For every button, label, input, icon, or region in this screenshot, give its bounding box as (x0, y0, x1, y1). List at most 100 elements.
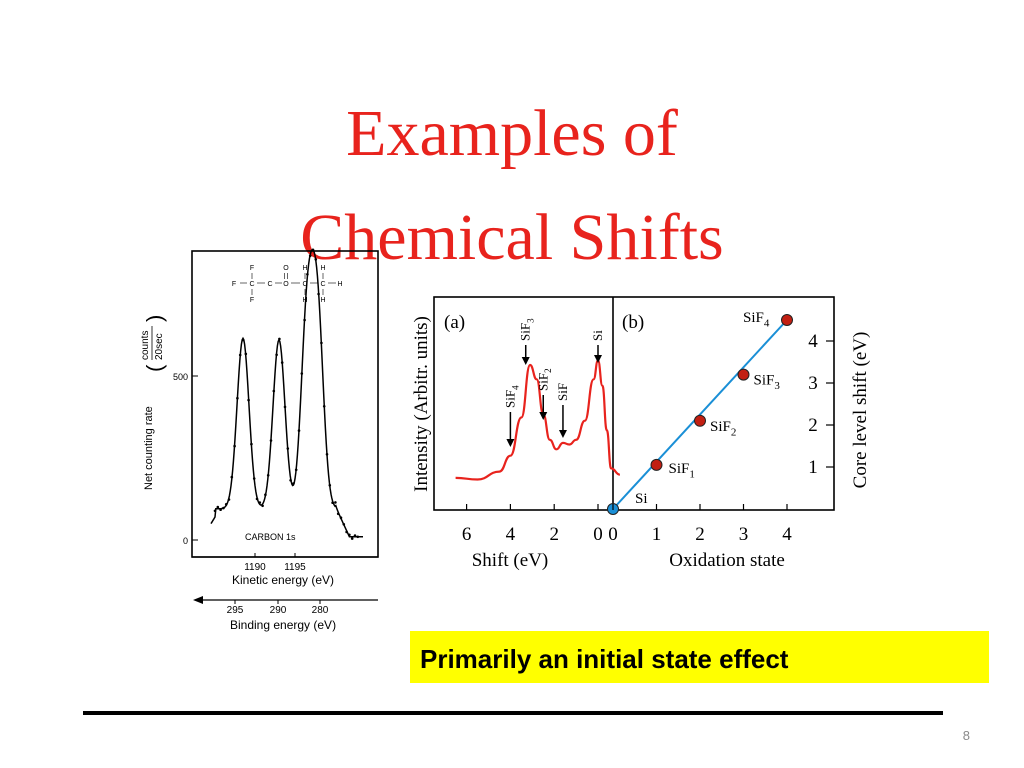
carbon-ylabel-text: Net counting rate (143, 406, 155, 490)
carbon-data-point (308, 254, 312, 258)
carbon-data-point (230, 475, 234, 479)
ylabel-unit-numerator: counts (140, 331, 151, 360)
panel-a-ylabel: Intensity (Arbitr. units) (411, 316, 432, 492)
molecule-atom: C (267, 281, 272, 288)
peak-label: SiF4 (502, 385, 520, 408)
carbon-data-point (227, 498, 231, 501)
peak-arrowhead (558, 430, 567, 438)
panel-a-x-tick-label: 6 (462, 524, 472, 545)
carbon-data-points (213, 248, 360, 540)
peak-arrowhead (521, 357, 530, 365)
carbon-data-point (213, 509, 217, 513)
carbon-data-point (314, 258, 318, 261)
panels-frame (433, 296, 835, 511)
binding-tick-label-295: 295 (227, 605, 244, 616)
kinetic-tick-label-1190: 1190 (244, 562, 266, 573)
carbon-data-point (244, 352, 248, 356)
carbon-data-point (236, 396, 239, 400)
panel-b-point (650, 458, 663, 471)
kinetic-tick-label-1195: 1195 (284, 562, 306, 573)
carbon-data-point (303, 318, 306, 322)
panel-a-x-tick-label: 0 (593, 524, 603, 545)
panel-a-x-tick-label: 2 (549, 524, 559, 545)
binding-tick-label-280: 280 (312, 605, 329, 616)
carbon-data-point (306, 273, 309, 276)
ylabel-unit-denominator: 20sec (154, 333, 165, 360)
carbon-spectrum-curve (210, 248, 363, 538)
carbon-data-point (325, 453, 329, 456)
panel-a-spectrum (455, 359, 621, 481)
panel-b-xlabel: Oxidation state (669, 550, 785, 571)
ylabel-paren-close: ) (142, 315, 167, 322)
panel-b-fit-line (612, 319, 788, 510)
callout-box: Primarily an initial state effect (410, 631, 989, 683)
molecule-atom: C (320, 281, 325, 288)
molecule-atom: H (320, 297, 325, 304)
panel-b-point-label: SiF2 (710, 419, 736, 439)
peak-label: Si (590, 330, 605, 341)
carbon-data-point (275, 353, 278, 357)
peak-label: SiF3 (518, 318, 536, 341)
carbon-data-point (252, 477, 256, 480)
panel-b-point (737, 368, 750, 381)
carbon-data-point (311, 248, 315, 252)
carbon-data-point (292, 482, 295, 485)
molecule-atom: F (232, 281, 236, 288)
carbon-data-point (339, 516, 343, 519)
peak-arrowhead (506, 439, 515, 447)
carbon-data-point (250, 442, 253, 446)
carbon-data-point (300, 372, 304, 375)
carbon-data-point (328, 484, 332, 487)
carbon-data-point (322, 405, 326, 408)
binding-axis-arrowhead (193, 596, 203, 604)
panel-b-y-tick-label: 3 (808, 373, 818, 394)
panel-b-data-points: Si SiF1 SiF2 SiF3 SiF4 (607, 310, 793, 515)
slide-title: Examples of Chemical Shifts (212, 82, 812, 290)
panel-b-point-label: SiF3 (754, 373, 781, 393)
carbon-data-point (289, 479, 292, 482)
kinetic-axis-title: Kinetic energy (eV) (232, 573, 334, 587)
carbon-data-point (286, 447, 290, 450)
panel-b-y-tick-label: 2 (808, 415, 818, 436)
carbon-data-point (269, 439, 273, 442)
carbon-ylabel: Net counting rate counts 20sec ( ) (140, 315, 167, 490)
panel-b-x-tick-label: 3 (739, 524, 749, 545)
carbon-data-point (258, 501, 262, 504)
molecule-atom: H (337, 281, 342, 288)
footer-rule (83, 711, 943, 715)
molecule-atom: C (249, 281, 254, 288)
binding-tick-label-290: 290 (270, 605, 287, 616)
carbon-data-point (247, 398, 250, 402)
panel-b-point-label: Si (635, 491, 648, 507)
panel-b-ylabel: Core level shift (eV) (850, 332, 871, 489)
carbon-data-point (216, 505, 220, 509)
peak-label: SiF (555, 383, 570, 401)
panel-b-x-ticks: 0 1 2 3 4 (608, 504, 792, 545)
molecule-atom: F (250, 265, 254, 272)
ylabel-paren-open: ( (142, 364, 167, 372)
panel-a-label: (a) (444, 312, 465, 333)
peak-arrowhead (539, 412, 548, 420)
molecule-atom: H (302, 297, 307, 304)
y-tick-label-500: 500 (173, 372, 188, 382)
molecule-structure: F O H H F C C O C C H F H H (232, 265, 343, 304)
carbon-data-point (317, 292, 320, 296)
y-tick-label-0: 0 (183, 536, 188, 546)
carbon-data-point (278, 337, 281, 341)
panel-b-point (781, 314, 793, 326)
panel-b-y-tick-label: 1 (808, 457, 818, 478)
molecule-atom: H (320, 265, 325, 272)
carbon-data-point (348, 533, 351, 537)
carbon-data-point (336, 512, 340, 516)
panel-b-x-tick-label: 2 (695, 524, 705, 545)
peak-arrowhead (594, 355, 602, 363)
carbon-data-point (350, 537, 354, 540)
carbon-data-point (353, 534, 357, 537)
carbon-annotation: CARBON 1s (245, 532, 296, 542)
molecule-atom: O (283, 265, 289, 272)
carbon-spectrum-panel: F O H H F C C O C C H F H H CARBON 1s 500 0 Net count… (140, 248, 379, 632)
carbon-data-point (320, 341, 323, 345)
binding-axis-title: Binding energy (eV) (230, 618, 336, 632)
